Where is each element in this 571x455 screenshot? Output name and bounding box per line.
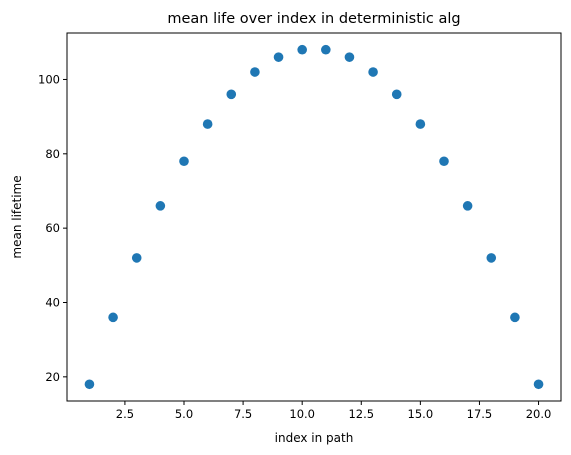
data-point [439,156,449,167]
data-point [108,312,118,323]
data-point [250,67,260,77]
x-axis-ticks: 2.5 5.0 7.5 10.0 12.5 15.0 17.5 20.0 [116,401,552,421]
data-point [344,52,355,62]
y-axis-label: mean lifetime [10,175,24,258]
x-tick-label: 7.5 [234,407,252,421]
y-tick-label: 40 [45,295,60,309]
y-tick-label: 60 [45,221,60,235]
y-tick-label: 80 [45,147,60,161]
data-point [368,67,378,77]
data-point [84,379,95,390]
data-point [179,156,189,167]
data-point [486,253,497,263]
x-tick-label: 2.5 [116,407,134,421]
x-tick-label: 5.0 [175,407,193,421]
x-tick-label: 15.0 [408,407,434,421]
data-point [391,89,402,100]
data-point [533,379,544,390]
y-tick-label: 100 [38,72,60,86]
data-point [226,89,237,100]
plot-frame [66,32,562,402]
data-point [297,44,307,55]
data-point [202,119,213,129]
data-point [321,44,331,55]
data-point [131,253,142,263]
data-point [462,201,473,211]
data-points [84,44,544,390]
data-point [510,312,520,323]
y-tick-label: 20 [45,370,60,384]
chart-title: mean life over index in deterministic al… [167,11,460,27]
x-axis-label: index in path [275,431,354,445]
x-tick-label: 20.0 [526,407,552,421]
x-tick-label: 12.5 [348,407,374,421]
x-tick-label: 17.5 [467,407,493,421]
x-tick-label: 10.0 [289,407,315,421]
data-point [155,201,166,211]
y-axis-ticks: 20 40 60 80 100 [38,72,67,384]
data-point [415,119,426,129]
data-point [273,52,284,62]
